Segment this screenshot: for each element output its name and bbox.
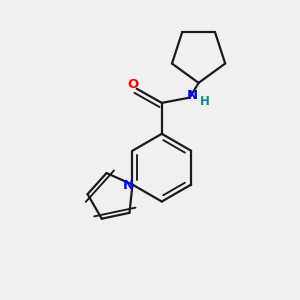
Text: N: N	[187, 89, 198, 102]
Text: N: N	[123, 179, 134, 192]
Text: O: O	[128, 77, 139, 91]
Text: H: H	[200, 94, 210, 108]
